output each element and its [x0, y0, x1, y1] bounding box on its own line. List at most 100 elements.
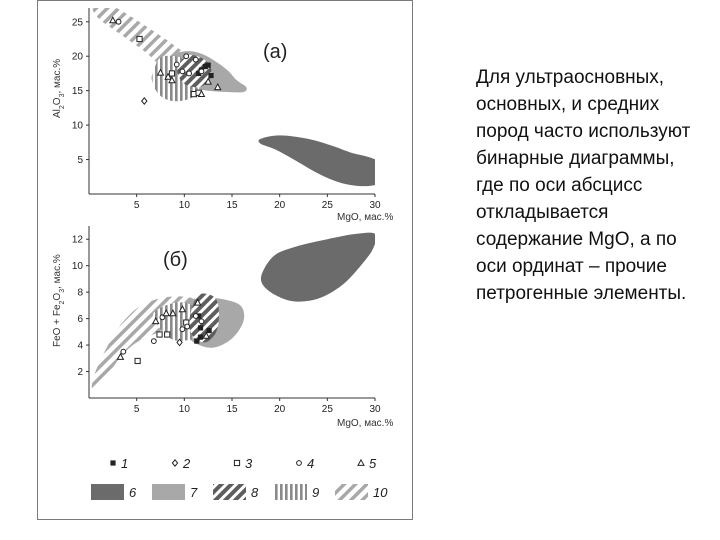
panel-b-point-type3-1 — [156, 331, 163, 338]
panel-a-point-type1-3 — [196, 70, 202, 77]
legend-label-5: 5 — [369, 456, 377, 471]
panel-b-point-type4-6 — [198, 318, 205, 325]
panel-b-xtick-label-10: 10 — [179, 404, 191, 415]
legend-label-8: 8 — [251, 485, 259, 500]
legend-label-2: 2 — [182, 456, 191, 471]
panel-a-xlabel: MgO, мас.% — [337, 212, 393, 223]
legend-swatch-8 — [213, 484, 246, 500]
panel-b: 5 10 15 20 25 30 2 4 6 8 10 12 (б) MgO, мас.% FeO +… — [52, 226, 393, 429]
legend-swatch-10 — [335, 484, 368, 500]
panel-b-point-type5-6 — [202, 331, 211, 339]
panel-a-axes: 5 10 15 20 25 30 5 10 15 20 25 — [72, 8, 381, 211]
panel-a-xtick-label-15: 15 — [226, 200, 238, 211]
legend-label-7: 7 — [190, 485, 198, 500]
panel-a-points — [108, 16, 222, 105]
panel-a-point-type4-6 — [198, 68, 205, 75]
panel-b-xtick-label-5: 5 — [134, 404, 140, 415]
panel-b-xlabel: MgO, мас.% — [337, 418, 393, 429]
panel-a-point-type4-5 — [186, 70, 193, 77]
panel-a-point-type1-1 — [202, 63, 208, 70]
legend-marker-5 — [357, 458, 365, 466]
legend-marker-2 — [171, 459, 179, 467]
panel-a-point-type4-0 — [115, 18, 122, 25]
panel-b-xtick-label-30: 30 — [369, 404, 381, 415]
panel-a-point-type5-3 — [168, 76, 176, 84]
panel-a-fields — [92, 8, 375, 187]
panel-b-point-type5-1 — [151, 317, 160, 325]
panel-b-label: (б) — [163, 249, 188, 271]
legend-label-3: 3 — [245, 456, 253, 471]
panel-a-ytick-label-25: 25 — [72, 17, 84, 28]
panel-b-point-type4-2 — [179, 326, 186, 333]
legend-marker-4 — [296, 460, 302, 466]
panel-a-ytick-label-15: 15 — [72, 86, 84, 97]
panel-a-point-type5-4 — [204, 77, 213, 85]
panel-b-ytick-label-6: 6 — [77, 314, 83, 325]
panel-a-point-type4-2 — [183, 53, 190, 60]
panel-a-xtick-label-5: 5 — [134, 200, 140, 211]
legend-label-9: 9 — [312, 485, 319, 500]
panel-a-ytick-label-5: 5 — [77, 155, 83, 166]
panel-a-xtick-label-10: 10 — [179, 200, 191, 211]
panel-b-ytick-label-12: 12 — [72, 235, 84, 246]
legend-marker-1 — [110, 460, 116, 466]
panel-a-point-type5-0 — [108, 16, 117, 24]
panel-b-point-type1-0 — [194, 338, 200, 344]
panel-b-point-type5-0 — [116, 352, 125, 360]
legend-swatch-6 — [91, 484, 124, 500]
panel-b-point-type4-4 — [192, 313, 199, 319]
panel-b-point-type5-5 — [193, 298, 202, 306]
legend-label-1: 1 — [121, 456, 128, 471]
panel-a-field-6 — [258, 135, 375, 187]
panel-b-axes: 5 10 15 20 25 30 2 4 6 8 10 12 — [72, 226, 381, 415]
panel-a-label: (а) — [263, 41, 287, 63]
panel-a-point-type2-0 — [141, 97, 148, 105]
panel-b-point-type4-0 — [120, 348, 127, 355]
panel-b-point-type1-4 — [197, 325, 204, 331]
panel-a-ytick-label-20: 20 — [72, 52, 84, 63]
panel-a-point-type5-2 — [164, 72, 172, 80]
legend-label-6: 6 — [129, 485, 137, 500]
panel-b-point-type5-3 — [169, 309, 177, 317]
panel-b-point-type5-4 — [178, 305, 187, 313]
panel-a-point-type4-4 — [173, 61, 180, 68]
panel-b-point-type3-2 — [164, 331, 171, 338]
legend-marker-3 — [233, 459, 241, 467]
panel-a-point-type4-3 — [192, 56, 199, 63]
legend-swatch-7 — [152, 484, 185, 500]
legend-label-10: 10 — [373, 485, 388, 500]
panel-b-point-type5-2 — [162, 309, 171, 317]
panel-b-point-type1-3 — [206, 327, 212, 334]
panel-b-ytick-label-2: 2 — [77, 367, 83, 378]
panel-a-point-type3-3 — [168, 70, 176, 77]
panel-a-xtick-label-25: 25 — [322, 200, 334, 211]
panel-a-point-type5-5 — [197, 89, 206, 98]
legend: 1 2 3 4 5 6 7 8 9 10 — [91, 456, 388, 500]
panel-b-point-type4-3 — [184, 323, 191, 330]
panel-b-fields — [91, 232, 375, 392]
panel-a-point-type1-2 — [205, 62, 211, 68]
panel-a: 5 10 15 20 25 30 5 10 15 20 25 (а) MgO, мас.% Al2O… — [52, 8, 393, 223]
panel-b-ytick-label-10: 10 — [72, 261, 84, 272]
legend-label-4: 4 — [307, 456, 314, 471]
panel-b-xtick-label-20: 20 — [274, 404, 286, 415]
panel-b-ytick-label-8: 8 — [77, 288, 83, 299]
panel-a-xtick-label-20: 20 — [274, 200, 286, 211]
panel-a-ytick-label-10: 10 — [72, 121, 84, 132]
panel-b-xtick-label-25: 25 — [322, 404, 334, 415]
panel-b-ylabel: FeO + Fe2O3, мас.% — [52, 254, 66, 347]
panel-b-point-type4-5 — [150, 338, 157, 345]
slide-body-text: Для ультраосновных, основных, и средних … — [476, 67, 691, 304]
panel-b-xtick-label-15: 15 — [226, 404, 238, 415]
panel-a-point-type5-6 — [213, 82, 222, 91]
panel-a-point-type5-1 — [156, 68, 165, 76]
panel-a-point-type1-4 — [208, 72, 214, 79]
panel-b-point-type3-0 — [134, 357, 141, 365]
panel-b-point-type1-1 — [197, 334, 204, 340]
panel-b-field-6 — [260, 232, 375, 302]
panel-a-point-type3-0 — [136, 35, 143, 43]
panel-a-xtick-label-30: 30 — [369, 200, 381, 211]
legend-swatch-9 — [274, 484, 307, 500]
panel-b-points — [116, 298, 212, 365]
panel-b-point-type2-0 — [176, 338, 183, 347]
